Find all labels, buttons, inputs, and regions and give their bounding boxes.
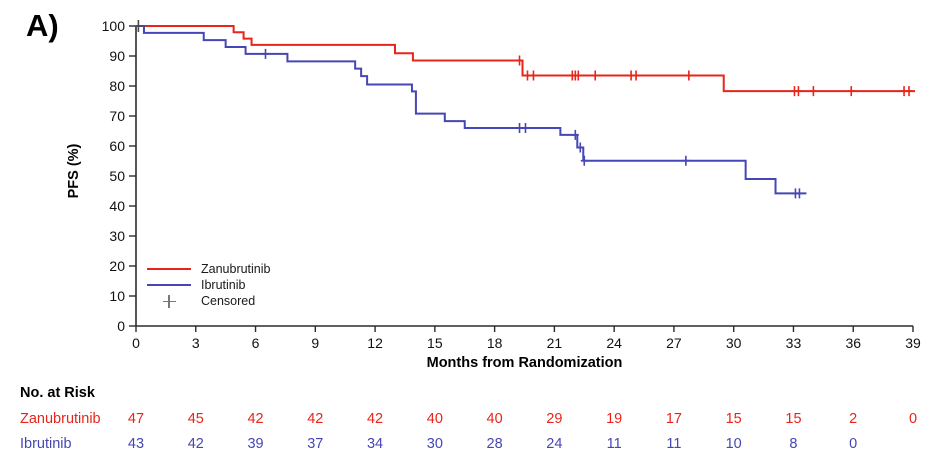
risk-value: 0	[908, 411, 918, 427]
x-tick-label: 27	[666, 335, 682, 351]
risk-value: 10	[725, 436, 742, 452]
x-tick-label: 18	[487, 335, 503, 351]
risk-value: 47	[127, 411, 145, 427]
zanubrutinib-line-swatch	[147, 262, 191, 277]
legend-label: Zanubrutinib	[201, 262, 271, 276]
legend-item-censored: Censored	[147, 293, 271, 309]
risk-row-label: Ibrutinib	[20, 436, 72, 452]
risk-value: 37	[307, 436, 324, 452]
y-tick-label: 80	[109, 78, 125, 94]
risk-value: 42	[247, 411, 264, 427]
risk-value: 17	[665, 411, 682, 427]
risk-value: 42	[366, 411, 384, 427]
x-tick-label: 15	[427, 335, 443, 351]
panel-label: A)	[26, 8, 59, 43]
y-tick-label: 90	[109, 48, 125, 64]
risk-value: 15	[785, 411, 802, 427]
risk-value: 8	[789, 436, 798, 452]
risk-value: 11	[666, 436, 682, 452]
risk-value: 28	[486, 436, 503, 452]
risk-value: 19	[606, 411, 623, 427]
origin-censor-mark	[134, 20, 143, 32]
ibrutinib-line-swatch	[147, 278, 191, 293]
y-tick-label: 100	[102, 18, 126, 34]
x-tick-label: 21	[547, 335, 563, 351]
risk-value: 30	[426, 436, 443, 452]
y-tick-label: 40	[109, 198, 125, 214]
x-tick-label: 30	[726, 335, 742, 351]
x-axis-title: Months from Randomization	[426, 355, 623, 371]
x-tick-label: 6	[252, 335, 260, 351]
risk-value: 40	[426, 411, 443, 427]
x-tick-label: 36	[845, 335, 861, 351]
censor-marks-zanubrutinib	[516, 55, 913, 97]
x-tick-label: 0	[132, 335, 140, 351]
legend-item-zanubrutinib: Zanubrutinib	[147, 261, 271, 277]
censor-marks-ibrutinib	[262, 48, 803, 199]
y-tick-label: 10	[109, 288, 125, 304]
x-tick-label: 24	[606, 335, 622, 351]
risk-row-label: Zanubrutinib	[20, 411, 101, 427]
legend-label: Ibrutinib	[201, 278, 246, 292]
y-tick-label: 20	[109, 258, 125, 274]
legend: Zanubrutinib Ibrutinib Censored	[147, 261, 271, 309]
censored-plus-icon	[147, 294, 191, 309]
risk-value: 0	[849, 436, 858, 452]
y-tick-label: 50	[109, 168, 125, 184]
y-tick-label: 70	[109, 108, 125, 124]
x-tick-label: 9	[311, 335, 319, 351]
km-curve-zanubrutinib	[136, 25, 915, 93]
x-tick-label: 3	[192, 335, 200, 351]
y-tick-label: 0	[117, 318, 125, 334]
risk-value: 24	[546, 436, 563, 452]
risk-value: 40	[486, 411, 503, 427]
y-tick-label: 30	[109, 228, 125, 244]
risk-value: 43	[127, 436, 145, 452]
risk-row-zanubrutinib: Zanubrutinib 47 45 42 42 42 40 40 29 19 17 15 15 2 0	[0, 411, 939, 429]
risk-value: 15	[725, 411, 742, 427]
x-tick-label: 39	[905, 335, 921, 351]
legend-item-ibrutinib: Ibrutinib	[147, 277, 271, 293]
risk-value: 39	[247, 436, 264, 452]
risk-value: 45	[187, 411, 204, 427]
risk-value: 34	[366, 436, 384, 452]
legend-label: Censored	[201, 294, 256, 308]
risk-row-ibrutinib: Ibrutinib 43 42 39 37 34 30 28 24 11 11 10 8 0	[0, 436, 939, 454]
risk-value: 42	[307, 411, 324, 427]
x-tick-label: 12	[367, 335, 383, 351]
risk-value: 42	[187, 436, 204, 452]
x-tick-label: 33	[786, 335, 802, 351]
km-curve-ibrutinib	[136, 25, 807, 195]
risk-value: 2	[849, 411, 858, 427]
risk-value: 11	[606, 436, 622, 452]
risk-table-title: No. at Risk	[20, 385, 95, 401]
y-tick-label: 60	[109, 138, 125, 154]
risk-value: 29	[546, 411, 563, 427]
